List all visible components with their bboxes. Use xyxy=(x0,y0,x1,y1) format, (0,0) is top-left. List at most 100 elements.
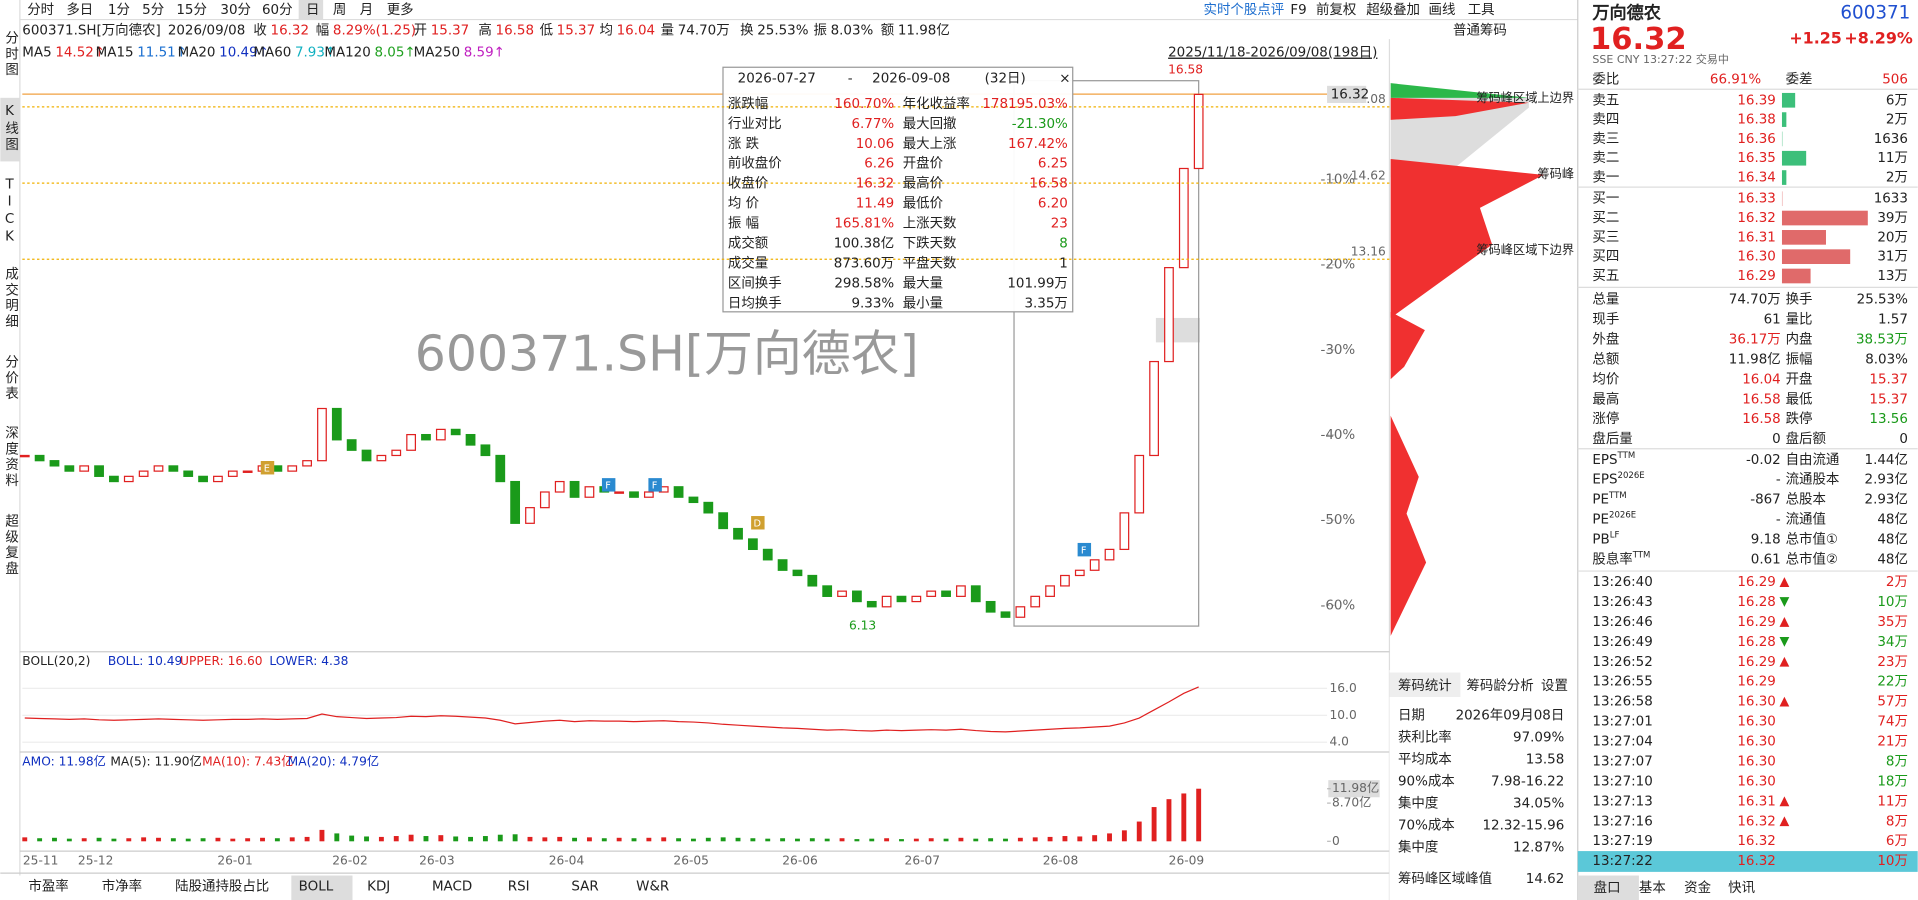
candle xyxy=(792,569,803,577)
fin-label-sup: 2026E xyxy=(1609,510,1636,520)
indicator-header: LOWER: 4.38 xyxy=(269,654,348,668)
tick-time: 13:27:01 xyxy=(1592,715,1652,730)
volume-bar xyxy=(690,838,696,842)
toolbar-link[interactable]: 超级叠加 xyxy=(1366,2,1420,18)
chip-stat-value: 2026年09月08日 xyxy=(1456,707,1565,723)
bottom-tab[interactable]: W&R xyxy=(636,880,669,895)
market-status: SSE CNY 13:27:22 交易中 xyxy=(1592,52,1728,66)
toolbar-link[interactable]: 前复权 xyxy=(1316,1,1356,18)
toolbar-tab[interactable]: 多日 xyxy=(66,1,93,18)
left-tab[interactable]: 深度资料 xyxy=(2,425,19,489)
pct-tick-label: -10% xyxy=(1320,173,1355,188)
tick-time: 13:27:10 xyxy=(1592,774,1652,789)
event-badge[interactable] xyxy=(1077,542,1092,557)
left-tab[interactable]: 分价表 xyxy=(2,354,19,402)
popup-sep: - xyxy=(848,71,853,86)
candle xyxy=(109,475,119,483)
ma-value: 11.51↑ xyxy=(137,46,187,61)
bottom-tab[interactable]: 市盈率 xyxy=(28,878,68,895)
toolbar-tab[interactable]: 更多 xyxy=(387,1,414,18)
toolbar-tab[interactable]: 1分 xyxy=(108,2,130,18)
event-label: F xyxy=(605,480,611,491)
left-tab[interactable]: TICK xyxy=(2,177,17,247)
left-tab[interactable]: 成交明细 xyxy=(2,266,19,330)
chip-tab[interactable]: 设置 xyxy=(1541,678,1568,694)
toolbar-tab[interactable]: 30分 xyxy=(220,2,251,18)
volume-bar xyxy=(438,835,444,842)
close-line xyxy=(24,686,1199,733)
popup-end[interactable]: 2026-09-08 xyxy=(872,71,950,86)
candle xyxy=(1119,512,1130,551)
popup-start[interactable]: 2026-07-27 xyxy=(738,71,816,86)
volume-bar xyxy=(750,838,756,842)
left-tab[interactable]: 分时图 xyxy=(2,30,19,78)
popup-close[interactable]: × xyxy=(1059,71,1070,86)
candle xyxy=(346,439,357,451)
book-price: 16.38 xyxy=(1737,113,1775,128)
bottom-tab[interactable]: MACD xyxy=(432,880,472,895)
toolbar-tab[interactable]: 15分 xyxy=(176,2,207,18)
fin-label-main: PB xyxy=(1592,533,1609,548)
bottom-tab[interactable]: SAR xyxy=(571,880,598,895)
toolbar-link[interactable]: F9 xyxy=(1290,3,1306,18)
volume-bar xyxy=(676,838,682,842)
volume-bar xyxy=(1047,836,1053,842)
bottom-tab[interactable]: RSI xyxy=(508,880,530,895)
candle xyxy=(227,470,238,477)
toolbar-tab[interactable]: 月 xyxy=(360,3,373,18)
candle xyxy=(406,433,417,451)
candle xyxy=(1149,360,1159,457)
candle xyxy=(331,407,342,441)
stat-value: 38.53万 xyxy=(1856,332,1908,347)
stat-value: 16.58 xyxy=(1742,392,1780,407)
tick-time: 13:27:22 xyxy=(1592,854,1652,869)
toolbar-tab[interactable]: 周 xyxy=(333,3,346,18)
stat-value: 0 xyxy=(1772,432,1781,447)
fin-value: 1.44亿 xyxy=(1865,452,1908,468)
book-price: 16.35 xyxy=(1737,151,1775,166)
chip-stat-label: 日期 xyxy=(1398,707,1425,723)
toolbar-tab[interactable]: 5分 xyxy=(142,2,164,18)
chip-tab[interactable]: 筹码统计 xyxy=(1398,677,1452,694)
fin-label-sup: 2026E xyxy=(1618,470,1645,480)
bottom-tab[interactable]: 陆股通持股占比 xyxy=(175,879,269,895)
event-badge[interactable] xyxy=(751,516,765,530)
toolbar-link[interactable]: 工具 xyxy=(1468,3,1495,18)
tick-price: 16.31 xyxy=(1737,794,1775,809)
candle xyxy=(956,585,966,597)
left-tab[interactable]: K线图 xyxy=(2,104,19,153)
toolbar-link[interactable]: 实时个股点评 xyxy=(1204,2,1285,18)
volume-bar xyxy=(126,838,132,842)
chip-stat-value: 7.98-16.22 xyxy=(1491,774,1564,789)
volume-bar xyxy=(319,829,325,842)
book-volume: 31万 xyxy=(1877,250,1908,265)
volume-bar xyxy=(913,838,919,842)
toolbar-link[interactable]: 画线 xyxy=(1429,2,1456,18)
bottom-tab[interactable]: 市净率 xyxy=(102,878,142,895)
ma-item: MA60 7.93↑ xyxy=(253,46,336,61)
event-badge[interactable] xyxy=(260,461,275,475)
chip-tab[interactable]: 筹码龄分析 xyxy=(1466,677,1533,694)
left-tab[interactable]: 超级复盘 xyxy=(2,513,19,577)
event-badge[interactable] xyxy=(648,478,662,492)
candle xyxy=(19,454,30,458)
bottom-tab[interactable]: BOLL xyxy=(299,880,334,895)
toolbar-tab[interactable]: 分时 xyxy=(27,2,54,18)
stat-value: 36.17万 xyxy=(1729,332,1781,347)
chip-level-name: 筹码峰区域上边界 xyxy=(1476,91,1574,105)
toolbar-tab[interactable]: 60分 xyxy=(262,2,293,18)
toolbar-tab[interactable]: 日 xyxy=(306,3,319,18)
bottom-tab[interactable]: KDJ xyxy=(367,880,390,895)
book-label: 买二 xyxy=(1592,210,1619,226)
tick-time: 13:27:04 xyxy=(1592,735,1652,750)
event-badge[interactable] xyxy=(601,478,616,492)
side-tab[interactable]: 快讯 xyxy=(1728,880,1755,896)
popup-label: 均 价 xyxy=(728,196,760,212)
quote-label: 额 xyxy=(881,23,895,39)
side-tab[interactable]: 盘口 xyxy=(1594,879,1621,896)
candle xyxy=(123,475,134,483)
tick-time: 13:26:43 xyxy=(1592,595,1652,610)
side-tab[interactable]: 资金 xyxy=(1684,880,1711,896)
side-tab[interactable]: 基本 xyxy=(1639,879,1666,896)
